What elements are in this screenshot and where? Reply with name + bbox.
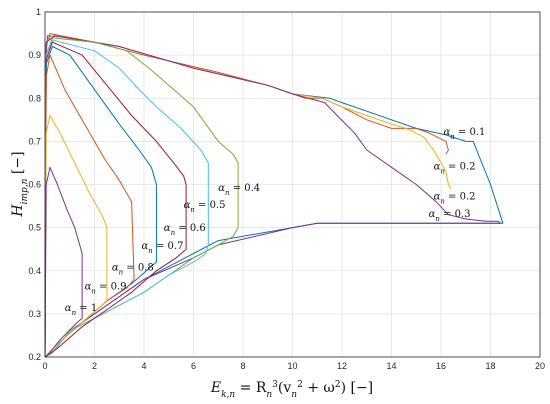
x-tick-label: 18: [485, 361, 495, 371]
y-tick-label: 0.8: [28, 93, 41, 103]
series-annotation-9: αn = 0.8: [112, 262, 154, 276]
series-line-6: [44, 39, 209, 358]
series-line-10: [44, 115, 108, 358]
x-tick-label: 2: [92, 361, 97, 371]
series-annotation-6: αn = 0.5: [184, 200, 226, 214]
y-axis-label: Himp,n [−]: [10, 151, 30, 217]
series-annotation-8: αn = 0.7: [142, 241, 184, 255]
series-annotation-10: αn = 0.9: [85, 281, 127, 295]
series-annotation-7: αn = 0.6: [164, 223, 206, 237]
x-axis-label: Ek,n = Rn3(vn2 + ω2) [−]: [210, 380, 373, 400]
series-annotation-4: αn = 0.3: [429, 209, 471, 223]
series-line-11: [44, 166, 83, 358]
y-tick-label: 0.6: [28, 180, 41, 190]
y-tick-label: 1: [36, 7, 41, 17]
x-tick-label: 8: [240, 361, 245, 371]
x-tick-label: 14: [386, 361, 396, 371]
x-tick-labels: 0 2 4 6 8 10 12 14 16 18 20: [42, 361, 545, 371]
plot-frame: [44, 11, 541, 358]
y-tick-label: 0.5: [28, 223, 41, 233]
y-tick-label: 0.7: [28, 136, 41, 146]
y-tick-labels: 0.2 0.3 0.4 0.5 0.6 0.7 0.8 0.9 1: [28, 7, 41, 362]
x-tick-label: 0: [42, 361, 47, 371]
series-line-7: [44, 41, 187, 358]
series-annotation-3: αn = 0.2: [434, 192, 476, 206]
x-tick-label: 16: [436, 361, 446, 371]
y-tick-label: 0.9: [28, 50, 41, 60]
series-group: [44, 33, 504, 358]
y-tick-label: 0.2: [28, 352, 41, 362]
series-annotations: αn = 0.1 αn = 0.2 αn = 0.2 αn = 0.3 αn = 0.4…: [65, 127, 486, 317]
series-annotation-5: αn = 0.4: [218, 183, 260, 197]
series-annotation-1: αn = 0.1: [443, 127, 485, 141]
y-tick-label: 0.4: [28, 266, 41, 276]
series-annotation-2: αn = 0.2: [434, 161, 476, 175]
x-tick-label: 4: [141, 361, 146, 371]
series-line-4: [44, 35, 501, 358]
x-tick-label: 6: [191, 361, 196, 371]
y-tick-label: 0.3: [28, 309, 41, 319]
x-tick-label: 10: [287, 361, 297, 371]
series-annotation-11: αn = 1: [65, 303, 97, 317]
x-tick-label: 12: [337, 361, 347, 371]
x-tick-label: 20: [535, 361, 545, 371]
